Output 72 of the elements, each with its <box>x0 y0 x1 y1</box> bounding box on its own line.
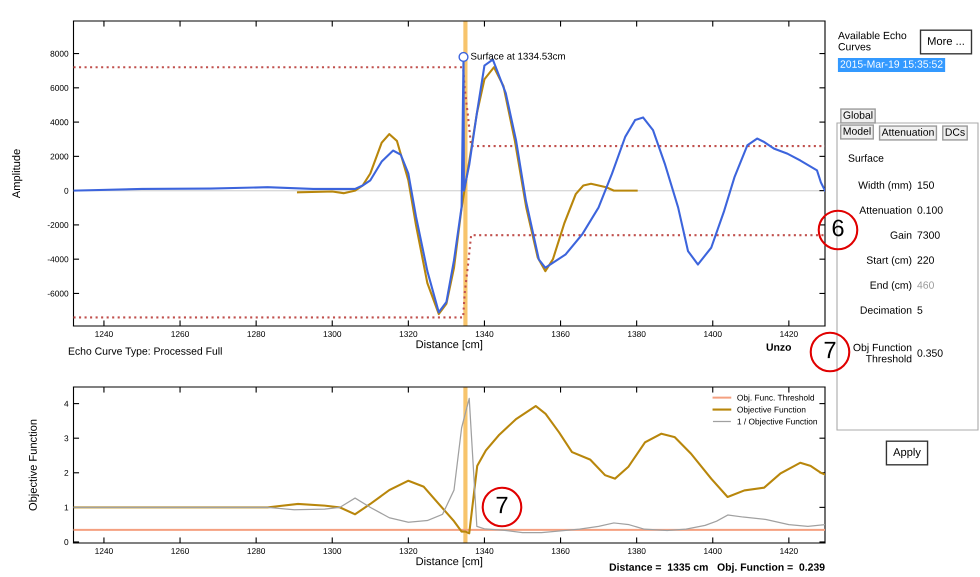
y-tick-label: -6000 <box>48 290 68 297</box>
y-tick-label: 4 <box>64 400 68 407</box>
text: Decimation <box>860 306 912 314</box>
text: 6 <box>832 220 844 236</box>
y-tick-label: 2000 <box>50 154 68 160</box>
text: More ... <box>928 37 964 45</box>
x-tick-label: 1280 <box>248 548 266 554</box>
text: Distance = 1335 cm Obj. Function = 0.239 <box>610 563 825 573</box>
y-tick-label: -2000 <box>48 222 68 228</box>
y-tick-label: 6000 <box>50 85 68 91</box>
text: Echo Curve Type: Processed Full <box>68 347 222 357</box>
legend-label: Objective Function <box>737 406 806 414</box>
y-tick-label: 8000 <box>50 50 68 57</box>
text: Width (mm) <box>858 181 912 191</box>
x-axis-title: Distance [cm] <box>416 340 482 350</box>
text: End (cm) <box>870 281 912 291</box>
y-tick-label: 0 <box>64 539 68 546</box>
x-tick-label: 1420 <box>780 331 798 337</box>
x-tick-label: 1420 <box>780 548 798 554</box>
x-tick-label: 1340 <box>476 548 494 554</box>
x-tick-label: 1280 <box>248 331 266 337</box>
line-series <box>74 234 825 318</box>
text: Obj Function Threshold <box>853 344 912 362</box>
text: 0.350 <box>917 349 943 357</box>
text: Start (cm) <box>866 256 912 266</box>
text: Model <box>844 127 870 135</box>
text: 150 <box>918 181 934 189</box>
text: 220 <box>918 256 934 264</box>
x-axis-title: Distance [cm] <box>416 557 482 568</box>
line-series <box>296 66 638 316</box>
text: Attenuation <box>882 128 934 136</box>
text: Available Echo Curves <box>838 32 906 50</box>
x-tick-label: 1320 <box>400 331 418 337</box>
annotation: Surface at 1334.53cm <box>470 52 565 60</box>
text: 460 <box>917 281 934 289</box>
legend-label: Obj. Func. Threshold <box>737 394 814 402</box>
y-tick-label: 1 <box>64 504 68 510</box>
text: Unzo <box>766 344 792 351</box>
y-tick-label: 0 <box>64 188 68 194</box>
x-tick-label: 1380 <box>628 548 646 554</box>
y-tick-label: -4000 <box>48 256 68 262</box>
legend-label: 1 / Objective Function <box>738 418 817 426</box>
x-tick-label: 1380 <box>628 331 646 337</box>
text: Surface <box>848 154 884 162</box>
x-tick-label: 1260 <box>171 331 189 337</box>
x-tick-label: 1240 <box>95 548 113 554</box>
x-tick-label: 1340 <box>476 331 494 337</box>
x-tick-label: 1320 <box>400 548 418 554</box>
x-tick-label: 1300 <box>324 548 342 554</box>
text: DCs <box>946 128 965 136</box>
x-tick-label: 1260 <box>171 548 189 554</box>
y-axis-title: Amplitude <box>12 149 22 198</box>
x-tick-label: 1300 <box>324 331 342 337</box>
text: Apply <box>893 448 921 458</box>
x-tick-label: 1240 <box>95 331 113 337</box>
x-tick-label: 1360 <box>552 548 570 554</box>
x-tick-label: 1400 <box>704 331 722 337</box>
text: 7300 <box>918 231 940 239</box>
y-tick-label: 4000 <box>50 119 68 126</box>
text: Global <box>843 111 872 119</box>
text: 5 <box>917 306 922 314</box>
y-axis-title: Objective Function <box>28 420 40 510</box>
y-tick-label: 3 <box>64 435 68 442</box>
text: Gain <box>890 231 912 239</box>
annotation: 7 <box>496 496 508 514</box>
text: 2015-Mar-19 15:35:52 <box>840 60 943 68</box>
y-tick-label: 2 <box>64 470 68 476</box>
x-tick-label: 1400 <box>704 548 722 554</box>
x-tick-label: 1360 <box>552 331 570 337</box>
text: 7 <box>824 342 836 358</box>
text: 0.100 <box>917 206 943 214</box>
text: Attenuation <box>859 206 912 214</box>
